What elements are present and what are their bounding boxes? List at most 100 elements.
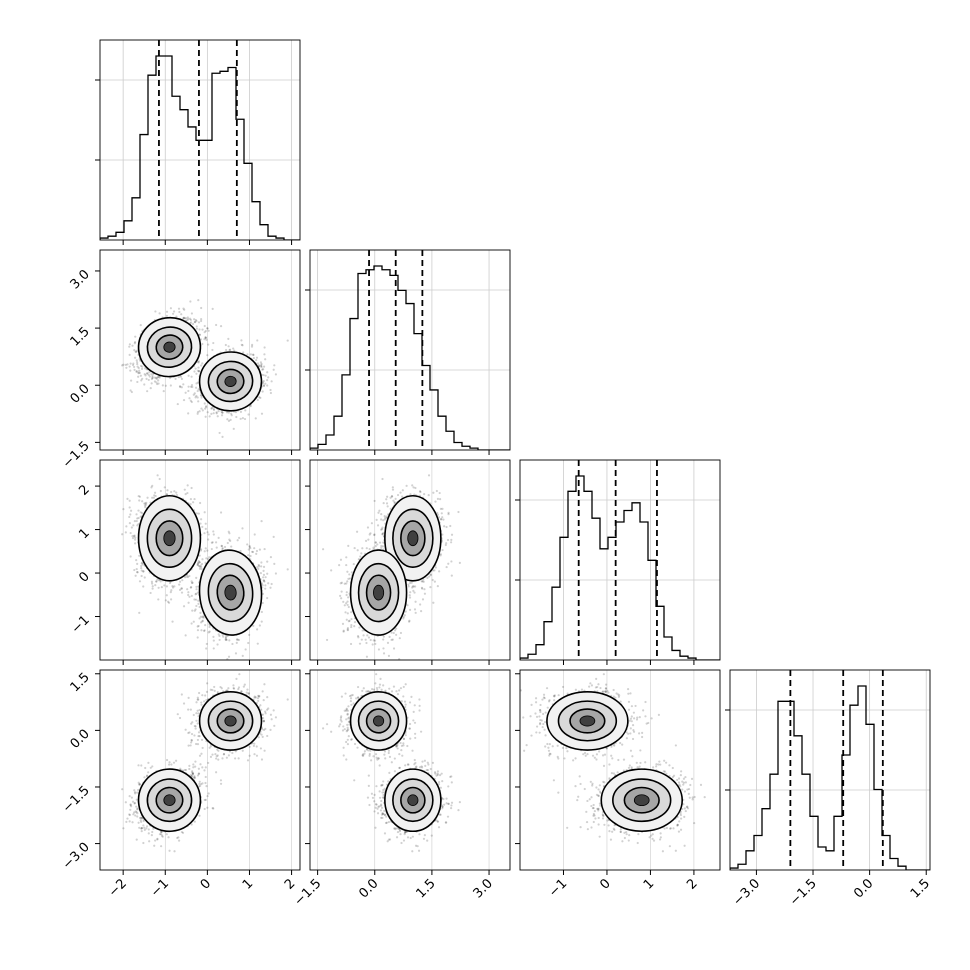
sample-point: [201, 409, 204, 412]
sample-point: [142, 570, 145, 573]
sample-point: [178, 580, 182, 583]
y-tick-label: 0.0: [68, 381, 93, 406]
sample-point: [210, 407, 213, 410]
sample-point: [169, 591, 172, 594]
y-tick-label: 1.5: [68, 324, 93, 349]
sample-point: [150, 377, 154, 381]
sample-point: [200, 548, 203, 551]
sample-point: [262, 565, 266, 568]
sample-point: [140, 367, 144, 370]
sample-point: [150, 373, 153, 376]
sample-point: [239, 410, 243, 413]
sample-point: [204, 407, 207, 410]
sample-point: [187, 412, 190, 415]
sample-point: [266, 572, 269, 575]
sample-point: [227, 655, 231, 658]
sample-point: [156, 376, 159, 379]
sample-point: [146, 390, 149, 393]
sample-point: [205, 338, 208, 341]
sample-point: [270, 380, 273, 383]
sample-point: [193, 598, 196, 601]
sample-point: [197, 560, 200, 563]
sample-point: [261, 381, 265, 384]
sample-point: [264, 584, 267, 587]
sample-point: [141, 500, 144, 503]
sample-point: [158, 376, 161, 379]
sample-point: [186, 484, 189, 487]
sample-point: [192, 501, 195, 504]
sample-point: [187, 318, 190, 321]
sample-point: [186, 491, 189, 495]
sample-point: [228, 639, 231, 642]
sample-point: [198, 617, 201, 620]
sample-point: [128, 345, 131, 348]
sample-point: [157, 375, 160, 379]
sample-point: [129, 531, 132, 535]
sample-point: [199, 394, 203, 397]
sample-point: [137, 522, 140, 526]
sample-point: [229, 539, 232, 542]
sample-point: [196, 369, 199, 372]
sample-point: [197, 370, 201, 373]
sample-point: [137, 366, 140, 370]
sample-point: [200, 567, 203, 571]
sample-point: [200, 306, 203, 310]
sample-point: [144, 506, 147, 509]
sample-point: [204, 336, 207, 339]
sample-point: [195, 325, 198, 328]
sample-point: [198, 328, 201, 331]
sample-point: [154, 310, 157, 313]
sample-point: [262, 384, 266, 388]
sample-point: [143, 367, 147, 370]
sample-point: [186, 588, 189, 591]
sample-point: [144, 503, 148, 506]
sample-point: [131, 537, 135, 540]
sample-point: [182, 317, 185, 320]
sample-point: [258, 548, 262, 551]
sample-point: [195, 327, 199, 330]
sample-point: [189, 317, 192, 320]
sample-point: [151, 484, 154, 487]
sample-point: [255, 358, 258, 362]
sample-point: [249, 546, 252, 550]
sample-point: [230, 412, 233, 415]
sample-point: [135, 350, 138, 354]
sample-point: [261, 584, 264, 587]
sample-point: [187, 389, 190, 393]
sample-point: [198, 565, 201, 568]
sample-point: [203, 402, 206, 405]
sample-point: [207, 538, 210, 541]
sample-point: [129, 379, 133, 382]
sample-point: [157, 598, 160, 601]
sample-point: [200, 317, 203, 321]
sample-point: [210, 412, 213, 415]
sample-point: [134, 536, 137, 539]
sample-point: [227, 337, 230, 340]
sample-point: [249, 405, 252, 408]
sample-point: [205, 642, 208, 646]
sample-point: [228, 538, 231, 541]
sample-point: [241, 654, 244, 657]
sample-point: [185, 317, 188, 320]
sample-point: [133, 534, 136, 537]
sample-point: [241, 417, 244, 420]
sample-point: [260, 365, 263, 369]
sample-point: [191, 385, 194, 389]
sample-point: [182, 316, 185, 320]
sample-point: [138, 369, 141, 372]
sample-point: [157, 382, 160, 385]
sample-point: [243, 417, 247, 421]
sample-point: [171, 585, 174, 588]
sample-point: [186, 575, 190, 579]
sample-point: [233, 349, 236, 352]
sample-point: [267, 376, 270, 379]
sample-point: [197, 360, 201, 363]
sample-point: [260, 620, 263, 623]
sample-point: [212, 533, 215, 536]
sample-point: [262, 365, 266, 368]
sample-point: [240, 339, 243, 342]
sample-point: [259, 361, 262, 364]
sample-point: [190, 581, 194, 585]
sample-point: [201, 328, 204, 331]
sample-point: [190, 580, 193, 583]
